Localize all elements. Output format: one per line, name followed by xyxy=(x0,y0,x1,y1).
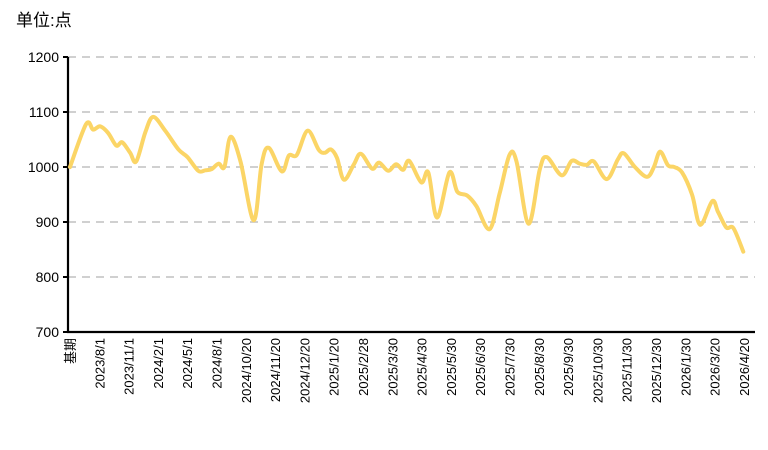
x-tick-label: 2023/11/1 xyxy=(122,338,137,395)
series-path xyxy=(68,114,746,254)
y-tick-label: 900 xyxy=(36,214,60,230)
y-tick-label: 1200 xyxy=(28,49,59,65)
x-tick-label: 2025/10/30 xyxy=(590,338,605,403)
x-tick-label: 2025/6/30 xyxy=(473,338,488,396)
x-tick-label: 2024/12/20 xyxy=(297,338,312,403)
x-tick-label: 2024/2/1 xyxy=(151,338,166,389)
x-tick-label: 基期 xyxy=(63,338,78,364)
y-tick-label: 800 xyxy=(36,269,60,285)
chart-unit-label: 单位:点 xyxy=(16,11,72,30)
y-tick-label: 700 xyxy=(36,324,60,340)
x-tick-label: 2024/11/20 xyxy=(268,338,283,402)
x-tick-label: 2026/4/20 xyxy=(737,338,752,396)
x-tick-label: 2025/4/30 xyxy=(415,338,430,396)
x-tick-label: 2025/5/30 xyxy=(444,338,459,396)
x-tick-label: 2025/7/30 xyxy=(503,338,518,396)
y-tick-label: 1000 xyxy=(28,159,59,175)
x-tick-label: 2025/12/30 xyxy=(649,338,664,403)
x-tick-label: 2025/9/30 xyxy=(561,338,576,396)
x-tick-label: 2026/1/30 xyxy=(678,338,693,396)
x-tick-label: 2024/8/1 xyxy=(210,338,225,389)
x-tick-label: 2023/8/1 xyxy=(92,338,107,389)
x-tick-label: 2024/10/20 xyxy=(239,338,254,403)
x-tick-label: 2026/3/20 xyxy=(708,338,723,396)
y-tick-label: 1100 xyxy=(29,104,59,120)
x-tick-label: 2025/3/30 xyxy=(385,338,400,396)
x-tick-label: 2025/2/28 xyxy=(356,338,371,396)
x-tick-label: 2025/1/20 xyxy=(327,338,342,396)
x-tick-label: 2025/8/30 xyxy=(532,338,547,396)
x-tick-label: 2025/11/30 xyxy=(620,338,635,402)
x-tick-label: 2024/5/1 xyxy=(180,338,195,389)
